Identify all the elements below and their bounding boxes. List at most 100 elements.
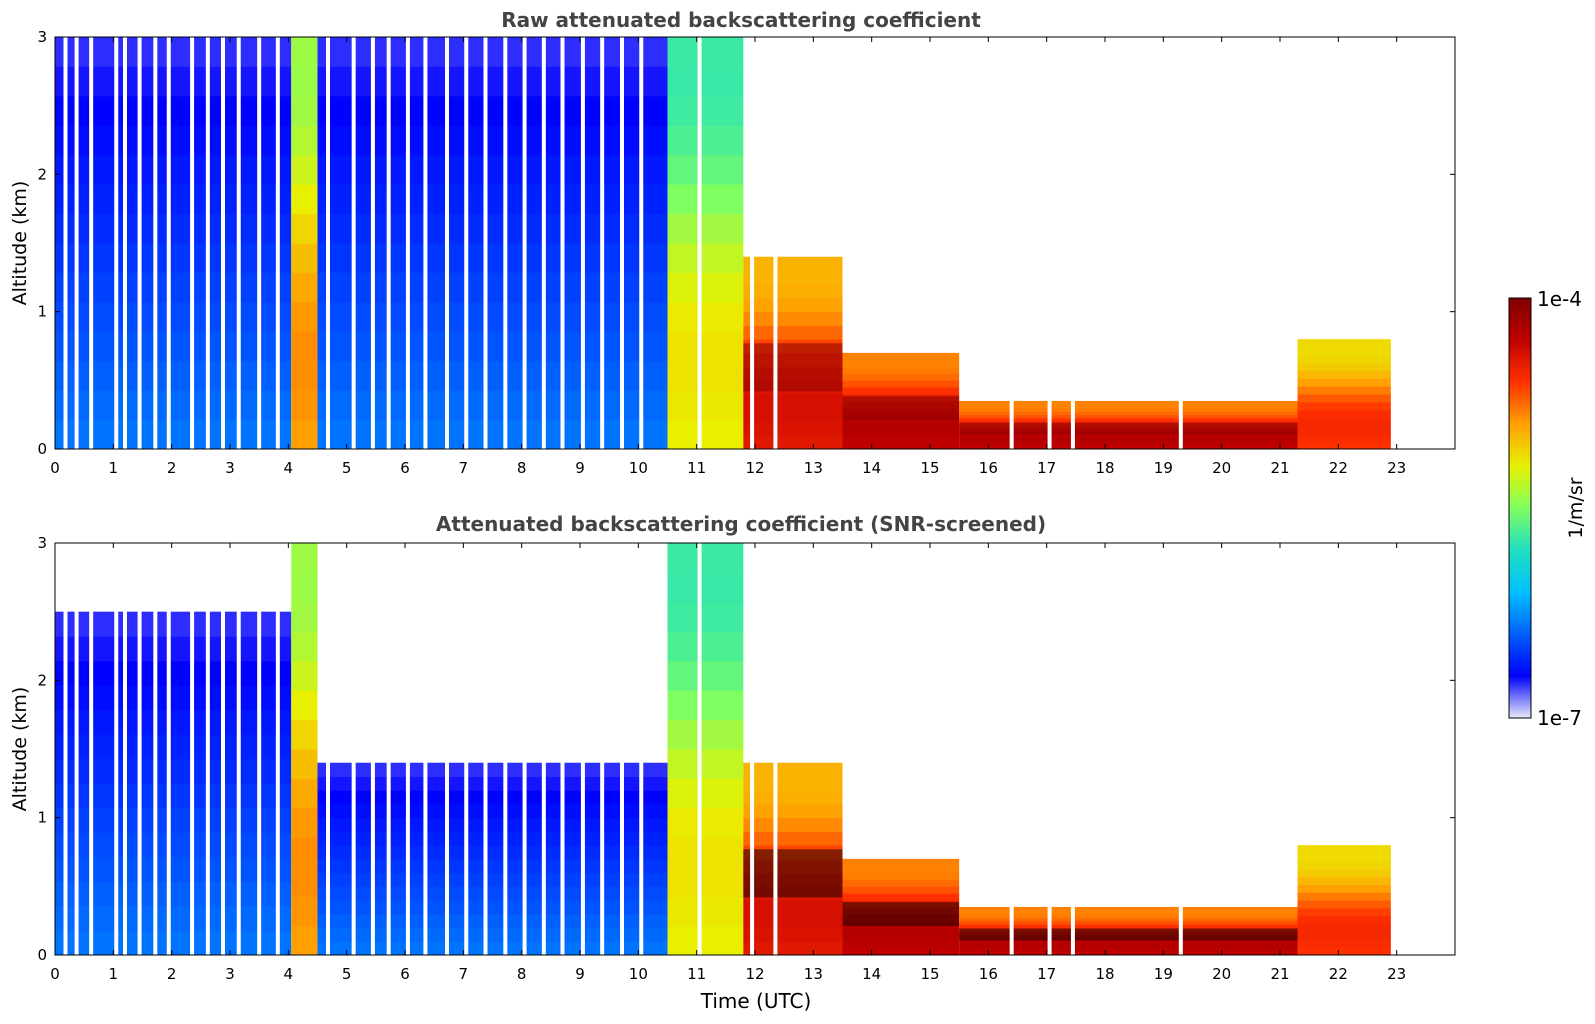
layer-0-band: [55, 734, 292, 760]
layer-7-band: [1297, 845, 1391, 854]
data-gap: [221, 37, 225, 449]
x-tick-label: 10: [629, 459, 648, 477]
layer-0-band: [55, 213, 292, 244]
layer-6-band: [959, 407, 1298, 412]
x-tick-label: 9: [575, 965, 585, 983]
x-tick-label: 18: [1095, 965, 1114, 983]
layer-1-band: [291, 690, 318, 721]
layer-4-peak: [743, 849, 843, 898]
layer-0-band: [55, 125, 292, 156]
data-gap: [137, 543, 142, 955]
layer-1-band: [291, 601, 318, 632]
layer-7-band: [1297, 915, 1391, 925]
x-tick-label: 3: [225, 459, 235, 477]
x-tick-label: 13: [804, 965, 823, 983]
data-gap: [620, 37, 624, 449]
layer-7-band: [1297, 401, 1391, 411]
layer-0: [55, 611, 292, 956]
layer-3-band: [667, 37, 744, 67]
x-tick-label: 19: [1154, 459, 1173, 477]
layer-6-band: [959, 438, 1298, 443]
layer-3-band: [667, 272, 744, 303]
layer-2-band: [317, 913, 668, 929]
data-gap: [89, 37, 94, 449]
layer-5-band: [842, 442, 960, 450]
layer-3: [667, 37, 744, 450]
layer-2: [317, 37, 668, 450]
layer-5-band: [842, 934, 960, 942]
data-gap: [257, 37, 262, 449]
layer-6-band: [959, 411, 1298, 416]
layer-4-band: [743, 270, 843, 285]
panel-screened-y-label: Altitude (km): [9, 687, 31, 812]
x-tick-label: 22: [1329, 965, 1348, 983]
layer-7-band: [1297, 370, 1391, 379]
layer-4-band: [743, 831, 843, 846]
x-tick-label: 15: [920, 965, 939, 983]
layer-2-band: [317, 858, 668, 874]
data-gap: [114, 543, 119, 955]
x-tick-label: 17: [1037, 965, 1056, 983]
data-gap: [503, 543, 508, 955]
layer-2-band: [317, 154, 668, 185]
layer-6-band: [959, 400, 1298, 405]
x-tick-label: 6: [400, 459, 410, 477]
layer-2-band: [317, 243, 668, 273]
layer-4-band: [743, 776, 843, 791]
layer-6-band: [959, 944, 1298, 949]
layer-3-band: [667, 690, 744, 721]
layer-7-band: [1297, 860, 1391, 870]
layer-5-band: [842, 421, 960, 429]
layer-5-band: [842, 352, 960, 361]
layer-4-band: [743, 256, 843, 271]
layer-3-band: [667, 749, 744, 779]
layer-7-band: [1297, 386, 1391, 395]
layer-2-band: [317, 831, 668, 846]
data-gap: [464, 543, 469, 955]
x-tick-label: 11: [687, 965, 706, 983]
x-tick-label: 15: [920, 459, 939, 477]
data-gap: [541, 37, 546, 449]
layer-0-band: [55, 272, 292, 303]
data-gap: [137, 37, 142, 449]
data-gap: [445, 37, 449, 449]
data-gap: [1009, 543, 1014, 955]
layer-3-band: [667, 213, 744, 244]
layer-1-band: [291, 719, 318, 750]
y-tick-label: 2: [37, 165, 47, 183]
data-gap: [257, 543, 262, 955]
layer-3-band: [667, 243, 744, 273]
layer-1-band: [291, 301, 318, 332]
layer-6-band: [959, 445, 1298, 450]
layer-3-band: [667, 154, 744, 185]
data-gap: [153, 37, 158, 449]
layer-7: [1297, 339, 1391, 450]
layer-0-band: [55, 331, 292, 362]
x-tick-label: 12: [745, 965, 764, 983]
layer-6-peak: [959, 422, 1298, 435]
layer-1-band: [291, 360, 318, 391]
panel-raw: Raw attenuated backscattering coefficien…: [9, 8, 1456, 477]
layer-2-band: [317, 360, 668, 391]
panel-raw-title: Raw attenuated backscattering coefficien…: [501, 8, 981, 32]
layer-1-band: [291, 243, 318, 273]
x-tick-label: 20: [1212, 459, 1231, 477]
layer-6-band: [959, 442, 1298, 447]
x-tick-label: 21: [1270, 965, 1289, 983]
layer-2-band: [317, 184, 668, 215]
layer-5-peak: [842, 902, 960, 927]
layer-3-band: [667, 360, 744, 391]
x-tick-label: 1: [109, 459, 119, 477]
x-tick-label: 16: [979, 459, 998, 477]
layer-5-band: [842, 380, 960, 388]
data-gap: [386, 543, 391, 955]
layer-3: [667, 543, 744, 956]
layer-0-band: [55, 360, 292, 391]
data-gap: [351, 37, 356, 449]
layer-1-band: [291, 749, 318, 779]
layer-5-band: [842, 359, 960, 368]
x-tick-label: 4: [284, 459, 294, 477]
layer-2-band: [317, 66, 668, 97]
layer-3-band: [667, 301, 744, 332]
